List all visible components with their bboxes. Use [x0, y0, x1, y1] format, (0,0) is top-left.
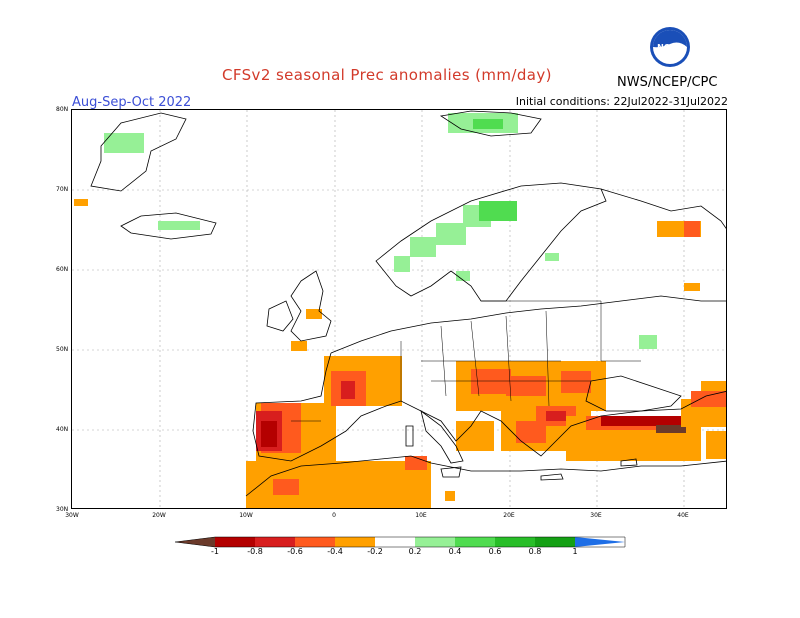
country-borders: [291, 300, 641, 422]
colorbar-swatch-pos04: [455, 537, 495, 547]
colorbar-swatch-below-neg1: [175, 537, 215, 547]
lon-label-20w: 20W: [152, 512, 166, 519]
noaa-logo-icon: NOAA: [650, 27, 690, 67]
colorbar-label-pos02: 0.2: [408, 547, 422, 556]
forecast-period: Aug-Sep-Oct 2022: [72, 95, 192, 110]
colorbar-label-pos04: 0.4: [448, 547, 462, 556]
map-canvas: [72, 110, 726, 508]
colorbar-swatch-neg02: [335, 537, 375, 547]
colorbar-swatch-neg08: [215, 537, 255, 547]
lat-label-30n: 30N: [56, 506, 69, 513]
agency-label: NWS/NCEP/CPC: [617, 75, 718, 90]
negative-anomaly-cells: [74, 199, 726, 508]
colorbar-swatch-neg06: [255, 537, 295, 547]
lon-label-20e: 20E: [503, 512, 515, 519]
logo-text: NOAA: [657, 43, 683, 52]
colorbar-swatch-neg04: [295, 537, 335, 547]
positive-anomaly-cells: [104, 113, 657, 349]
lon-label-40e: 40E: [677, 512, 689, 519]
lon-label-10w: 10W: [239, 512, 253, 519]
initial-conditions: Initial conditions: 22Jul2022-31Jul2022: [515, 95, 728, 108]
colorbar-swatch-neutral: [375, 537, 415, 547]
lat-label-80n: 80N: [56, 106, 69, 113]
colorbar-label-neg02: -0.2: [367, 547, 383, 556]
lon-label-0: 0: [332, 512, 336, 519]
lat-label-50n: 50N: [56, 346, 69, 353]
coastlines: [90, 110, 726, 497]
colorbar-swatch-pos06: [495, 537, 535, 547]
colorbar-swatch-pos08: [535, 537, 575, 547]
lon-label-30w: 30W: [65, 512, 79, 519]
colorbar-swatch-above-pos1: [575, 537, 625, 547]
colorbar: [175, 536, 626, 548]
europe-anomaly-map: [71, 109, 727, 509]
map-title: CFSv2 seasonal Prec anomalies (mm/day): [222, 66, 552, 84]
lat-label-70n: 70N: [56, 186, 69, 193]
colorbar-label-neg1: -1: [211, 547, 219, 556]
colorbar-label-neg06: -0.6: [287, 547, 303, 556]
colorbar-label-pos06: 0.6: [488, 547, 502, 556]
colorbar-label-pos1: 1: [572, 547, 578, 556]
colorbar-label-neg08: -0.8: [247, 547, 263, 556]
colorbar-label-pos08: 0.8: [528, 547, 542, 556]
colorbar-swatch-pos02: [415, 537, 455, 547]
lon-label-30e: 30E: [590, 512, 602, 519]
colorbar-label-neg04: -0.4: [327, 547, 343, 556]
lat-label-60n: 60N: [56, 266, 69, 273]
lon-label-10e: 10E: [415, 512, 427, 519]
lat-label-40n: 40N: [56, 426, 69, 433]
